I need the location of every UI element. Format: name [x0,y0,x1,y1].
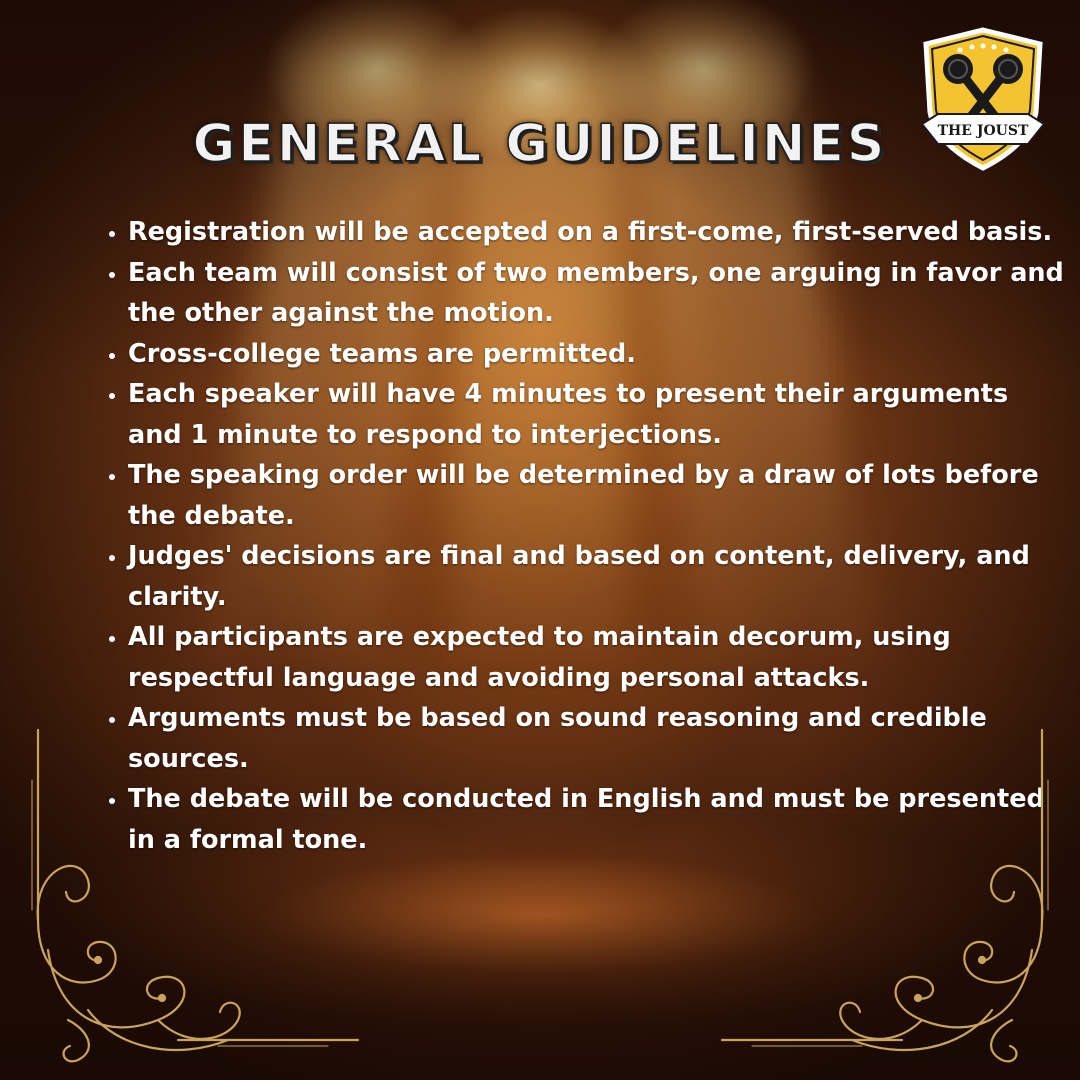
guideline-item: Each speaker will have 4 minutes to pres… [128,374,1068,455]
guideline-item: Arguments must be based on sound reasoni… [128,698,1068,779]
guideline-item: All participants are expected to maintai… [128,617,1068,698]
page-title: GENERAL GUIDELINES [192,113,888,175]
microphone-shield-icon [920,27,1046,171]
guideline-item: Each team will consist of two members, o… [128,253,1068,334]
gold-ornament-left-icon [31,728,360,1063]
guidelines-list: Registration will be accepted on a first… [104,212,1068,860]
guideline-item: Judges' decisions are final and based on… [128,536,1068,617]
guideline-item: The speaking order will be determined by… [128,455,1068,536]
gold-ornament-right-icon [720,728,1049,1063]
guideline-item: Registration will be accepted on a first… [128,212,1068,253]
guideline-item: Cross-college teams are permitted. [128,334,1068,375]
guideline-item: The debate will be conducted in English … [128,779,1068,860]
